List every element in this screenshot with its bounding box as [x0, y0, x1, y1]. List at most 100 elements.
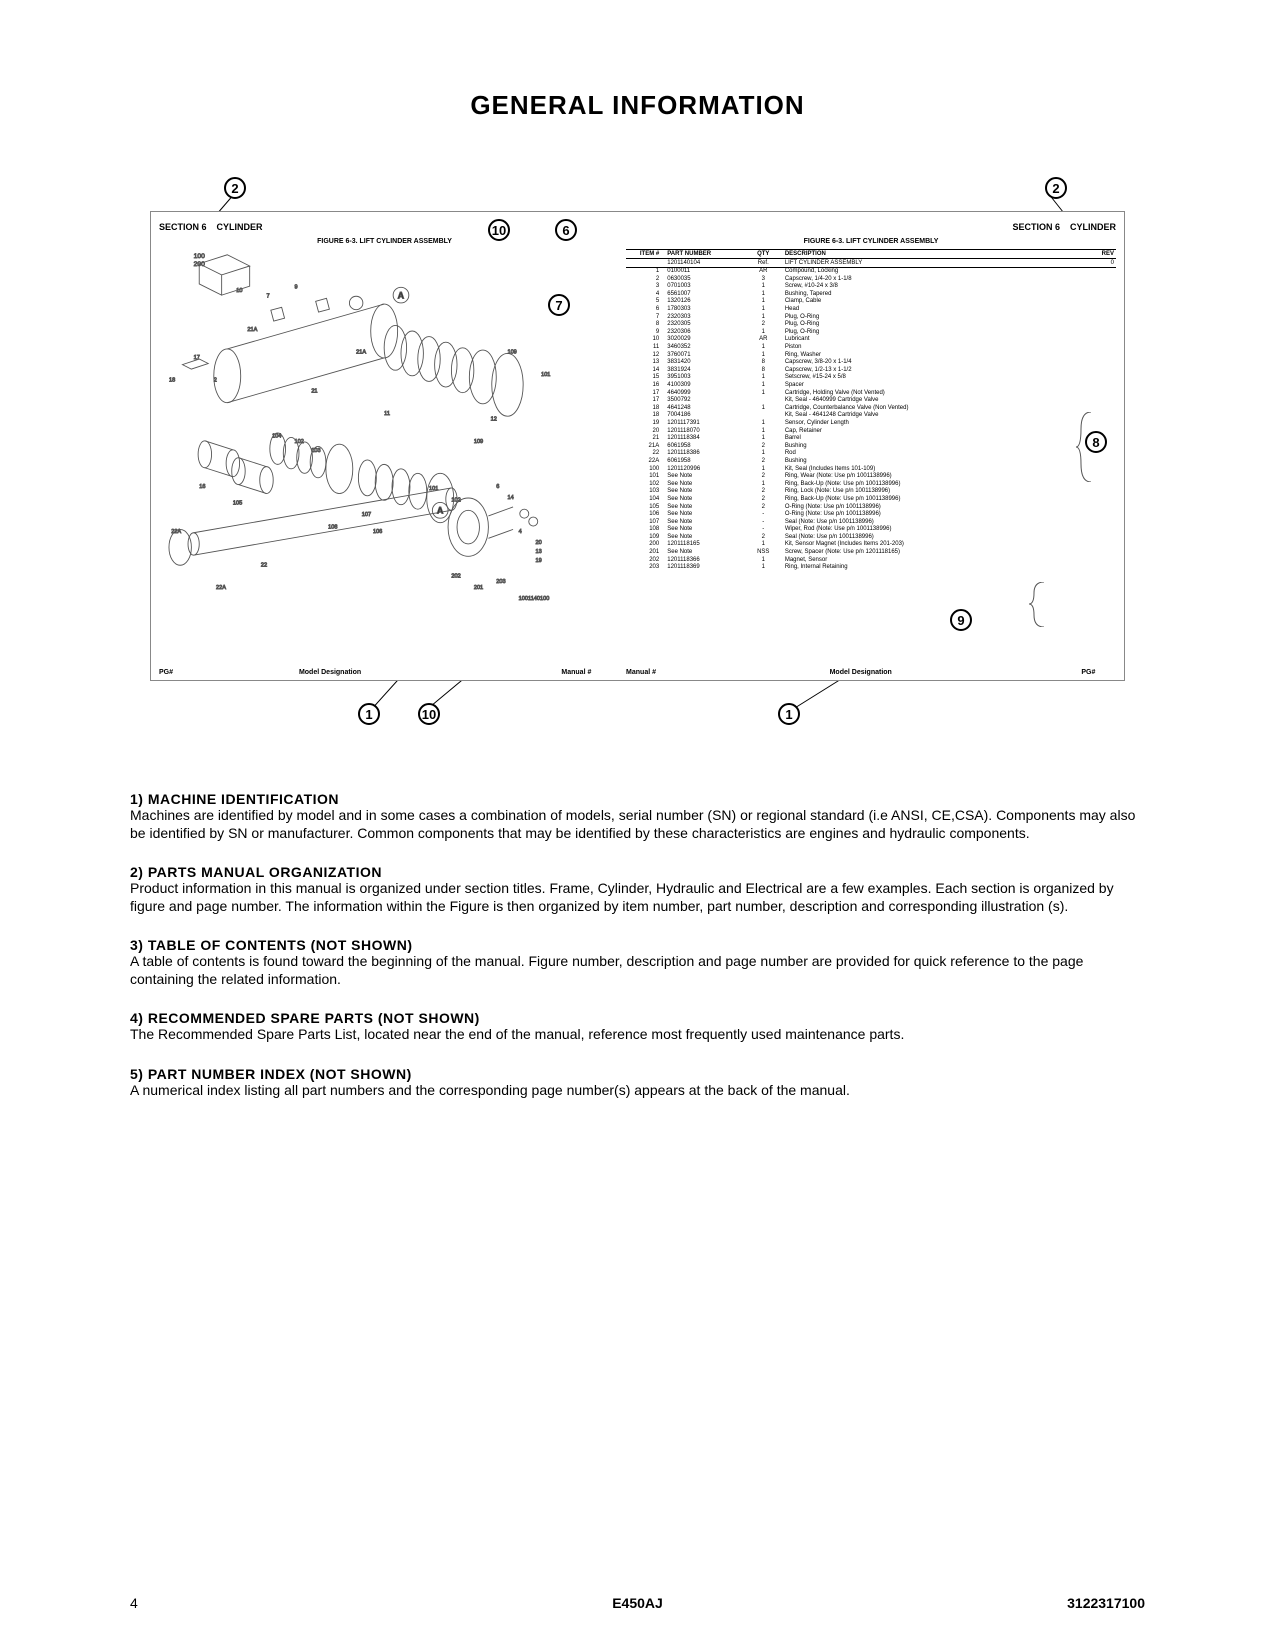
section-heading: 3) TABLE OF CONTENTS (NOT SHOWN): [130, 937, 1145, 953]
section-body: Machines are identified by model and in …: [130, 807, 1145, 842]
section-block: 1) MACHINE IDENTIFICATIONMachines are id…: [130, 791, 1145, 842]
svg-text:10: 10: [237, 288, 243, 294]
svg-text:2: 2: [214, 377, 217, 383]
table-row: 20312011183691Ring, Internal Retaining: [626, 564, 1116, 572]
section-label-left: SECTION 6: [159, 222, 207, 232]
svg-text:101: 101: [541, 372, 550, 378]
page-number: 4: [130, 1595, 138, 1611]
svg-text:19: 19: [536, 558, 542, 564]
section-heading: 2) PARTS MANUAL ORGANIZATION: [130, 864, 1145, 880]
assembly-desc: LIFT CYLINDER ASSEMBLY: [783, 259, 1077, 268]
th-rev: REV: [1077, 250, 1116, 259]
table-row: 103020029ARLubricant: [626, 336, 1116, 344]
table-row: 617803031Head: [626, 306, 1116, 314]
right-footer-pg: PG#: [997, 669, 1095, 676]
section-body: A table of contents is found toward the …: [130, 953, 1145, 988]
table-row: 1641003091Spacer: [626, 382, 1116, 390]
section-body: A numerical index listing all part numbe…: [130, 1082, 1145, 1100]
right-footer-manual: Manual #: [626, 669, 724, 676]
section-label-right: SECTION 6: [1012, 222, 1060, 232]
section-body: The Recommended Spare Parts List, locate…: [130, 1026, 1145, 1044]
table-row: 187004186Kit, Seal - 4641248 Cartridge V…: [626, 412, 1116, 420]
left-footer-pg: PG#: [159, 669, 227, 676]
svg-text:104: 104: [272, 433, 281, 439]
svg-text:203: 203: [497, 579, 506, 585]
svg-text:13: 13: [536, 549, 542, 555]
svg-text:12: 12: [491, 417, 497, 423]
svg-text:101: 101: [429, 486, 438, 492]
table-row: 1338314208Capscrew, 3/8-20 x 1-1/4: [626, 359, 1116, 367]
svg-text:103: 103: [312, 448, 321, 454]
assembly-pn: 1201140104: [665, 259, 743, 268]
section-block: 2) PARTS MANUAL ORGANIZATIONProduct info…: [130, 864, 1145, 915]
diagram-left-panel: SECTION 6 CYLINDER FIGURE 6-3. LIFT CYLI…: [151, 212, 618, 680]
svg-text:A: A: [398, 290, 405, 300]
diagram-box: SECTION 6 CYLINDER FIGURE 6-3. LIFT CYLI…: [150, 211, 1125, 681]
section-block: 5) PART NUMBER INDEX (NOT SHOWN)A numeri…: [130, 1066, 1145, 1100]
table-row: 107See Note-Seal (Note: Use p/n 10011389…: [626, 518, 1116, 526]
left-footer-manual: Manual #: [434, 669, 592, 676]
svg-text:21A: 21A: [248, 327, 258, 333]
table-row: 513201261Clamp, Cable: [626, 298, 1116, 306]
callout-2: 2: [1045, 177, 1067, 199]
svg-text:22A: 22A: [216, 585, 226, 591]
diagram-right-panel: SECTION 6 CYLINDER FIGURE 6-3. LIFT CYLI…: [618, 212, 1124, 680]
parts-table: ITEM # PART NUMBER QTY DESCRIPTION REV 1…: [626, 249, 1116, 571]
table-row: 173500792Kit, Seal - 4640999 Cartridge V…: [626, 397, 1116, 405]
svg-text:20: 20: [536, 540, 542, 546]
table-row: 109See Note2Seal (Note: Use p/n 10011389…: [626, 533, 1116, 541]
figure-title-right: FIGURE 6-3. LIFT CYLINDER ASSEMBLY: [626, 238, 1116, 245]
th-item: ITEM #: [626, 250, 665, 259]
callout-2: 2: [224, 177, 246, 199]
table-row: 101See Note2Ring, Wear (Note: Use p/n 10…: [626, 473, 1116, 481]
svg-text:22A: 22A: [172, 529, 182, 535]
svg-text:109: 109: [474, 439, 483, 445]
table-row: 22A60619582Bushing: [626, 457, 1116, 465]
table-row: 105See Note2O-Ring (Note: Use p/n 100113…: [626, 503, 1116, 511]
table-row: 20212011183661Magnet, Sensor: [626, 556, 1116, 564]
table-row: 1846412481Cartridge, Counterbalance Valv…: [626, 404, 1116, 412]
svg-text:105: 105: [233, 501, 242, 507]
section-heading: 4) RECOMMENDED SPARE PARTS (NOT SHOWN): [130, 1010, 1145, 1026]
table-row: 923203061Plug, O-Ring: [626, 328, 1116, 336]
svg-text:106: 106: [373, 529, 382, 535]
section-block: 3) TABLE OF CONTENTS (NOT SHOWN)A table …: [130, 937, 1145, 988]
callout-10: 10: [488, 219, 510, 241]
assembly-rev: 0: [1077, 259, 1116, 268]
left-footer-model: Model Designation: [229, 669, 432, 676]
table-row: 723203031Plug, O-Ring: [626, 313, 1116, 321]
table-row: 10012011209961Kit, Seal (Includes Items …: [626, 465, 1116, 473]
svg-text:107: 107: [362, 512, 371, 518]
svg-text:7: 7: [267, 293, 270, 299]
footer-model: E450AJ: [612, 1595, 663, 1611]
callout-9: 9: [950, 609, 972, 631]
table-row: 1912011173911Sensor, Cylinder Length: [626, 419, 1116, 427]
svg-text:109: 109: [508, 349, 517, 355]
table-row: 104See Note2Ring, Back-Up (Note: Use p/n…: [626, 495, 1116, 503]
table-row: 10100011ARCompound, Locking: [626, 267, 1116, 275]
svg-text:22: 22: [261, 562, 267, 568]
callout-6: 6: [555, 219, 577, 241]
svg-text:1001140100: 1001140100: [519, 596, 550, 602]
assembly-qty: Ref.: [744, 259, 783, 268]
exploded-view-drawing: 100 200: [160, 240, 608, 624]
svg-text:A: A: [437, 506, 444, 516]
svg-text:200: 200: [194, 261, 205, 268]
table-row: 206300353Capscrew, 1/4-20 x 1-1/8: [626, 275, 1116, 283]
table-row: 1746409991Cartridge, Holding Valve (Not …: [626, 389, 1116, 397]
svg-text:9: 9: [295, 284, 298, 290]
svg-text:100: 100: [194, 253, 205, 260]
svg-text:4: 4: [519, 529, 522, 535]
callout-8: 8: [1085, 431, 1107, 453]
svg-text:17: 17: [194, 355, 200, 361]
svg-text:16: 16: [200, 484, 206, 490]
th-desc: DESCRIPTION: [783, 250, 1077, 259]
table-row: 823203052Plug, O-Ring: [626, 321, 1116, 329]
section-name-right: CYLINDER: [1070, 222, 1116, 232]
th-pn: PART NUMBER: [665, 250, 743, 259]
table-row: 1539510031Setscrew, #15-24 x 5/8: [626, 374, 1116, 382]
table-row: 1438319248Capscrew, 1/2-13 x 1-1/2: [626, 366, 1116, 374]
callout-1: 1: [778, 703, 800, 725]
svg-text:14: 14: [508, 495, 514, 501]
brace-icon: [1029, 582, 1049, 627]
